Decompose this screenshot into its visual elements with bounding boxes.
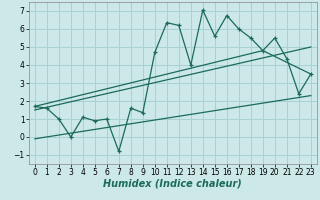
X-axis label: Humidex (Indice chaleur): Humidex (Indice chaleur) [103, 179, 242, 189]
